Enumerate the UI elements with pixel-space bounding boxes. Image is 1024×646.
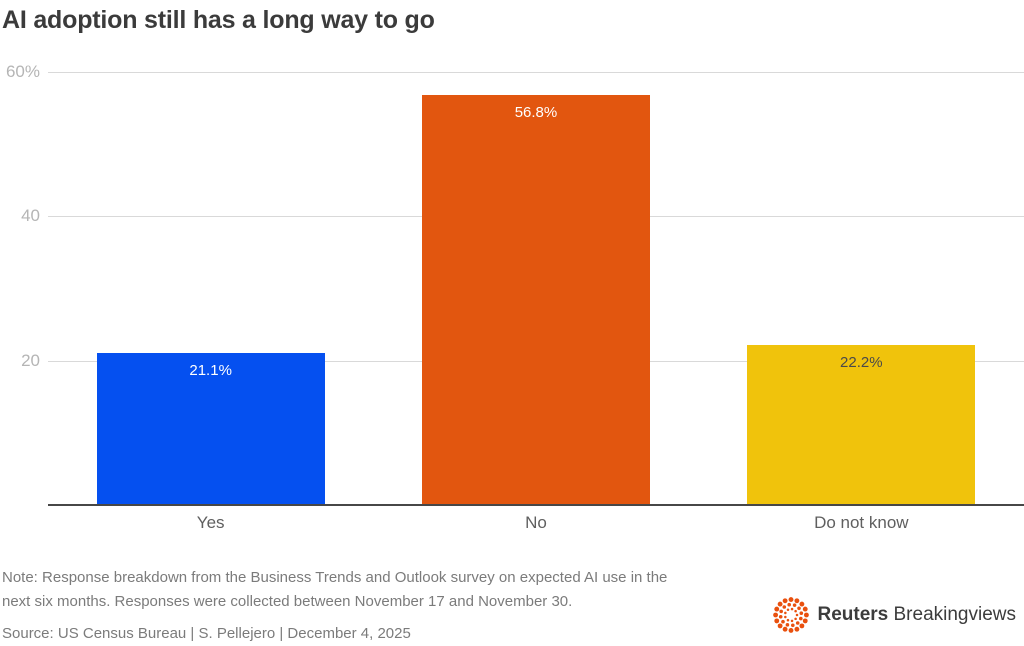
note-text-line1: Note: Response breakdown from the Busine… bbox=[2, 569, 668, 586]
bar-do-not-know: 22.2% bbox=[747, 344, 976, 505]
band-no: 56.8% bbox=[373, 72, 698, 505]
reuters-logo-icon bbox=[773, 597, 810, 633]
note-text-line2: next six months. Responses were collecte… bbox=[2, 593, 573, 610]
source-text: Source: US Census Bureau | S. Pellejero … bbox=[2, 625, 411, 642]
y-tick-label-60: 60% bbox=[5, 62, 40, 81]
x-label-no: No bbox=[525, 513, 547, 532]
bar-yes: 21.1% bbox=[96, 352, 325, 505]
x-axis-line bbox=[48, 504, 1024, 506]
x-label-yes: Yes bbox=[196, 513, 225, 532]
brand-wordmark: Reuters Breakingviews bbox=[817, 604, 1016, 626]
bar-value-label-do-not-know: 22.2% bbox=[840, 353, 883, 371]
bar-value-label-no: 56.8% bbox=[514, 104, 558, 122]
branding: Reuters Breakingviews bbox=[772, 596, 1016, 634]
gridline-60: 60% bbox=[6, 62, 1024, 81]
x-label-do-not-know: Do not know bbox=[814, 513, 909, 532]
band-yes: 21.1% bbox=[48, 72, 373, 505]
band-do-not-know: 22.2% bbox=[699, 72, 1024, 505]
bar-value-label-yes: 21.1% bbox=[189, 361, 232, 379]
y-tick-label-20: 20 bbox=[21, 350, 40, 370]
bars-container: 21.1% 56.8% 22.2% bbox=[48, 72, 1024, 505]
x-axis-labels: Yes No Do not know bbox=[48, 513, 1024, 533]
y-tick-label-40: 40 bbox=[21, 206, 40, 226]
brand-breakingviews-label: Breakingviews bbox=[893, 604, 1017, 625]
brand-reuters-label: Reuters bbox=[817, 604, 889, 625]
bar-no: 56.8% bbox=[422, 95, 650, 505]
chart-title: AI adoption still has a long way to go bbox=[2, 6, 435, 34]
plot-area: 60% 40 20 21.1% 56.8% 22.2% bbox=[6, 62, 1024, 506]
